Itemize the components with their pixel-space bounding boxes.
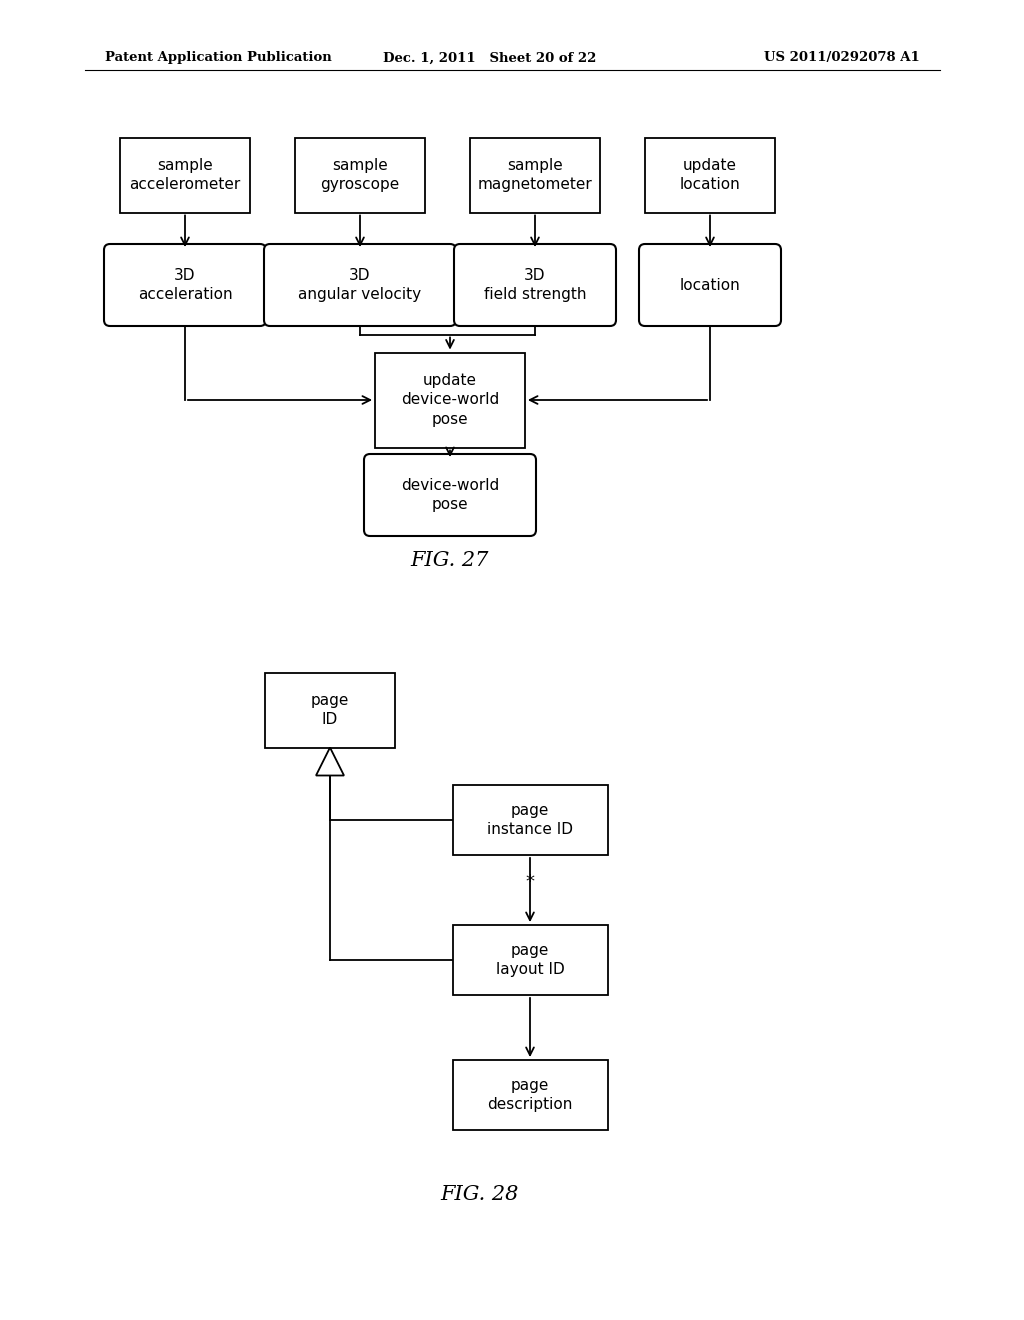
Text: 3D
angular velocity: 3D angular velocity: [298, 268, 422, 302]
Text: FIG. 27: FIG. 27: [411, 550, 489, 569]
FancyBboxPatch shape: [120, 137, 250, 213]
FancyBboxPatch shape: [104, 244, 266, 326]
FancyBboxPatch shape: [364, 454, 536, 536]
FancyBboxPatch shape: [375, 352, 525, 447]
Text: page
instance ID: page instance ID: [487, 803, 573, 837]
Text: Dec. 1, 2011   Sheet 20 of 22: Dec. 1, 2011 Sheet 20 of 22: [383, 51, 597, 65]
FancyBboxPatch shape: [453, 1060, 607, 1130]
Text: US 2011/0292078 A1: US 2011/0292078 A1: [764, 51, 920, 65]
FancyBboxPatch shape: [453, 785, 607, 855]
Text: FIG. 28: FIG. 28: [440, 1185, 519, 1204]
Text: page
layout ID: page layout ID: [496, 942, 564, 977]
FancyBboxPatch shape: [645, 137, 775, 213]
Text: sample
accelerometer: sample accelerometer: [129, 157, 241, 193]
Text: sample
magnetometer: sample magnetometer: [477, 157, 592, 193]
Text: *: *: [525, 873, 535, 891]
Text: 3D
acceleration: 3D acceleration: [137, 268, 232, 302]
FancyBboxPatch shape: [453, 925, 607, 995]
Text: update
location: update location: [680, 157, 740, 193]
FancyBboxPatch shape: [470, 137, 600, 213]
Text: location: location: [680, 277, 740, 293]
FancyBboxPatch shape: [264, 244, 456, 326]
Text: Patent Application Publication: Patent Application Publication: [105, 51, 332, 65]
FancyBboxPatch shape: [295, 137, 425, 213]
FancyBboxPatch shape: [265, 672, 395, 747]
FancyBboxPatch shape: [454, 244, 616, 326]
Text: 3D
field strength: 3D field strength: [483, 268, 587, 302]
Text: page
description: page description: [487, 1077, 572, 1113]
Text: device-world
pose: device-world pose: [400, 478, 499, 512]
Text: page
ID: page ID: [311, 693, 349, 727]
Text: sample
gyroscope: sample gyroscope: [321, 157, 399, 193]
Text: update
device-world
pose: update device-world pose: [400, 372, 499, 428]
FancyBboxPatch shape: [639, 244, 781, 326]
